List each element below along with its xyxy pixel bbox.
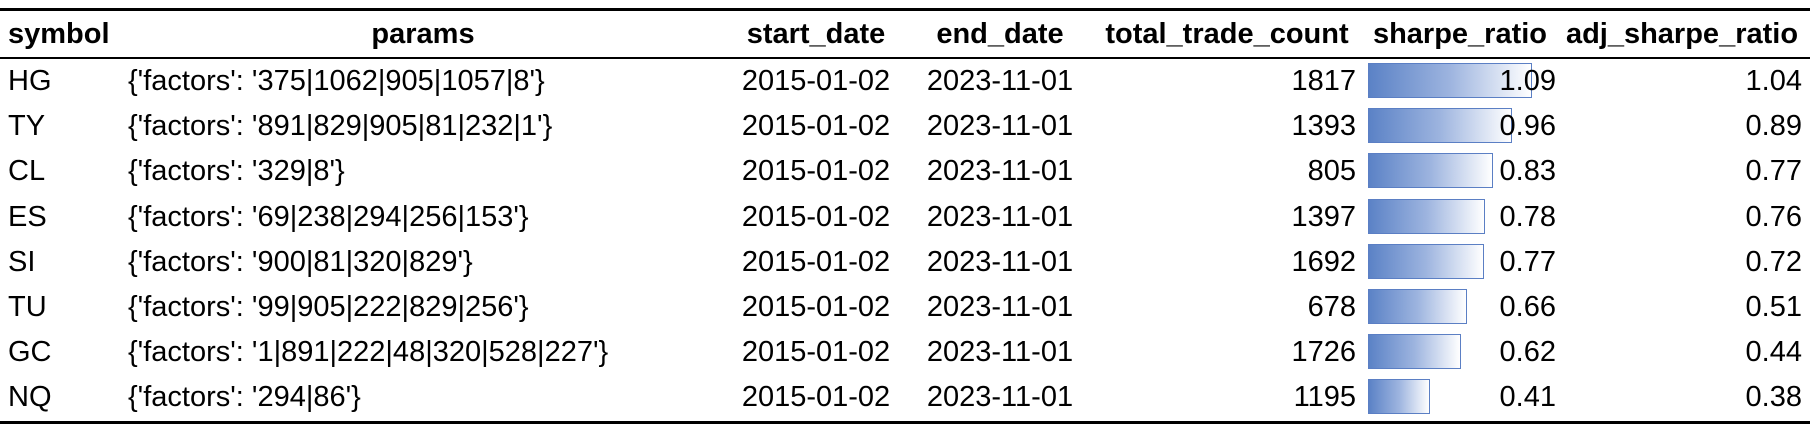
cell-params[interactable]: {'factors': '900|81|320|829'}: [128, 245, 473, 278]
table-row: TY {'factors': '891|829|905|81|232|1'} 2…: [0, 104, 1810, 149]
table-row: CL {'factors': '329|8'} 2015-01-02 2023-…: [0, 149, 1810, 194]
table-row: ES {'factors': '69|238|294|256|153'} 201…: [0, 195, 1810, 240]
cell-end-date[interactable]: 2023-11-01: [926, 291, 1074, 323]
cell-end-date[interactable]: 2023-11-01: [926, 110, 1074, 143]
sharpe-data-bar: [1368, 243, 1484, 279]
cell-end-date[interactable]: 2023-11-01: [926, 245, 1074, 278]
table-header-row: symbol params start_date end_date total_…: [0, 12, 1810, 57]
cell-sharpe-ratio[interactable]: 0.83: [1499, 155, 1556, 188]
cell-start-date[interactable]: 2015-01-02: [741, 65, 891, 97]
table-bottom-rule: [0, 421, 1810, 424]
cell-adj-sharpe-ratio[interactable]: 0.76: [1745, 200, 1802, 233]
cell-start-date[interactable]: 2015-01-02: [741, 381, 891, 414]
cell-symbol[interactable]: SI: [8, 245, 36, 278]
table-row: NQ {'factors': '294|86'} 2015-01-02 2023…: [0, 375, 1810, 420]
cell-total-trade-count[interactable]: 1393: [1291, 110, 1356, 143]
header-total-trade-count[interactable]: total_trade_count: [1105, 18, 1349, 50]
cell-adj-sharpe-ratio[interactable]: 1.04: [1745, 65, 1802, 97]
cell-end-date[interactable]: 2023-11-01: [926, 155, 1074, 188]
cell-symbol[interactable]: CL: [8, 155, 46, 188]
header-start-date[interactable]: start_date: [746, 18, 886, 50]
sharpe-data-bar: [1368, 334, 1461, 370]
cell-total-trade-count[interactable]: 1726: [1291, 336, 1356, 369]
table-row: HG {'factors': '375|1062|905|1057|8'} 20…: [0, 59, 1810, 104]
cell-params[interactable]: {'factors': '294|86'}: [128, 381, 361, 414]
cell-params[interactable]: {'factors': '329|8'}: [128, 155, 345, 188]
cell-total-trade-count[interactable]: 1692: [1291, 245, 1356, 278]
cell-sharpe-ratio[interactable]: 0.96: [1499, 110, 1556, 143]
cell-total-trade-count[interactable]: 1817: [1291, 65, 1356, 97]
header-separator-rule: [0, 57, 1810, 59]
table-top-rule: [0, 8, 1810, 11]
cell-adj-sharpe-ratio[interactable]: 0.89: [1745, 110, 1802, 143]
cell-symbol[interactable]: GC: [8, 336, 52, 369]
cell-start-date[interactable]: 2015-01-02: [741, 291, 891, 323]
table-row: GC {'factors': '1|891|222|48|320|528|227…: [0, 330, 1810, 375]
cell-start-date[interactable]: 2015-01-02: [741, 110, 891, 143]
cell-total-trade-count[interactable]: 805: [1307, 155, 1356, 188]
table-row: TU {'factors': '99|905|222|829|256'} 201…: [0, 285, 1810, 330]
cell-adj-sharpe-ratio[interactable]: 0.77: [1745, 155, 1802, 188]
cell-sharpe-ratio[interactable]: 1.09: [1499, 65, 1556, 97]
header-symbol[interactable]: symbol: [8, 18, 110, 50]
cell-end-date[interactable]: 2023-11-01: [926, 336, 1074, 369]
cell-adj-sharpe-ratio[interactable]: 0.44: [1745, 336, 1802, 369]
sharpe-data-bar: [1368, 198, 1485, 234]
table-row: SI {'factors': '900|81|320|829'} 2015-01…: [0, 240, 1810, 285]
cell-start-date[interactable]: 2015-01-02: [741, 155, 891, 188]
cell-symbol[interactable]: NQ: [8, 381, 52, 414]
cell-symbol[interactable]: ES: [8, 200, 47, 233]
sharpe-data-bar: [1368, 63, 1532, 98]
header-sharpe-ratio[interactable]: sharpe_ratio: [1372, 18, 1548, 50]
cell-sharpe-ratio[interactable]: 0.66: [1499, 291, 1556, 323]
cell-adj-sharpe-ratio[interactable]: 0.51: [1745, 291, 1802, 323]
cell-params[interactable]: {'factors': '69|238|294|256|153'}: [128, 200, 529, 233]
cell-sharpe-ratio[interactable]: 0.78: [1499, 200, 1556, 233]
cell-end-date[interactable]: 2023-11-01: [926, 200, 1074, 233]
cell-sharpe-ratio[interactable]: 0.41: [1499, 381, 1556, 414]
cell-symbol[interactable]: HG: [8, 65, 52, 97]
header-params[interactable]: params: [371, 18, 475, 50]
header-end-date[interactable]: end_date: [936, 18, 1064, 50]
cell-end-date[interactable]: 2023-11-01: [926, 65, 1074, 97]
cell-symbol[interactable]: TU: [8, 291, 47, 323]
cell-adj-sharpe-ratio[interactable]: 0.72: [1745, 245, 1802, 278]
sharpe-data-bar: [1368, 153, 1493, 189]
cell-end-date[interactable]: 2023-11-01: [926, 381, 1074, 414]
cell-sharpe-ratio[interactable]: 0.77: [1499, 245, 1556, 278]
cell-start-date[interactable]: 2015-01-02: [741, 200, 891, 233]
cell-params[interactable]: {'factors': '99|905|222|829|256'}: [128, 291, 529, 323]
cell-total-trade-count[interactable]: 1195: [1293, 381, 1356, 414]
header-adj-sharpe-ratio[interactable]: adj_sharpe_ratio: [1565, 18, 1799, 50]
cell-sharpe-ratio[interactable]: 0.62: [1499, 336, 1556, 369]
cell-start-date[interactable]: 2015-01-02: [741, 245, 891, 278]
cell-adj-sharpe-ratio[interactable]: 0.38: [1745, 381, 1802, 414]
cell-total-trade-count[interactable]: 678: [1307, 291, 1356, 323]
cell-total-trade-count[interactable]: 1397: [1291, 200, 1356, 233]
cell-params[interactable]: {'factors': '891|829|905|81|232|1'}: [128, 110, 553, 143]
cell-start-date[interactable]: 2015-01-02: [741, 336, 891, 369]
cell-symbol[interactable]: TY: [8, 110, 46, 143]
sharpe-data-bar: [1368, 289, 1467, 324]
sharpe-data-bar: [1368, 379, 1430, 415]
sharpe-data-bar: [1368, 108, 1512, 144]
cell-params[interactable]: {'factors': '375|1062|905|1057|8'}: [128, 65, 545, 97]
cell-params[interactable]: {'factors': '1|891|222|48|320|528|227'}: [128, 336, 609, 369]
